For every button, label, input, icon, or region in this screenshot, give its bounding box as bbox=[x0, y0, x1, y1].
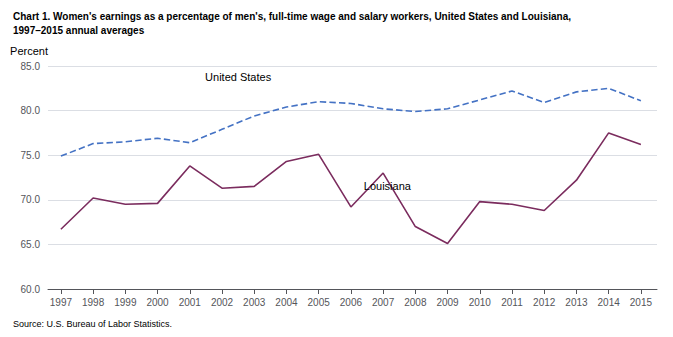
svg-text:Source: U.S. Bureau of Labor S: Source: U.S. Bureau of Labor Statistics. bbox=[13, 319, 172, 329]
svg-text:Percent: Percent bbox=[10, 45, 48, 57]
svg-text:2010: 2010 bbox=[469, 297, 492, 308]
svg-text:2000: 2000 bbox=[146, 297, 169, 308]
svg-text:2002: 2002 bbox=[211, 297, 234, 308]
svg-text:1997: 1997 bbox=[50, 297, 73, 308]
svg-text:2005: 2005 bbox=[308, 297, 331, 308]
svg-text:2013: 2013 bbox=[565, 297, 588, 308]
svg-text:2003: 2003 bbox=[243, 297, 266, 308]
svg-text:70.0: 70.0 bbox=[21, 194, 41, 205]
svg-text:2008: 2008 bbox=[404, 297, 427, 308]
svg-text:2001: 2001 bbox=[179, 297, 202, 308]
svg-text:80.0: 80.0 bbox=[21, 105, 41, 116]
svg-text:Louisiana: Louisiana bbox=[364, 180, 412, 192]
svg-text:2007: 2007 bbox=[372, 297, 395, 308]
svg-text:1998: 1998 bbox=[82, 297, 105, 308]
svg-text:1999: 1999 bbox=[114, 297, 137, 308]
svg-text:2009: 2009 bbox=[436, 297, 459, 308]
svg-text:2011: 2011 bbox=[501, 297, 523, 308]
svg-text:2012: 2012 bbox=[533, 297, 556, 308]
svg-text:2006: 2006 bbox=[340, 297, 363, 308]
svg-text:75.0: 75.0 bbox=[21, 150, 41, 161]
svg-text:60.0: 60.0 bbox=[21, 284, 41, 295]
svg-text:2004: 2004 bbox=[275, 297, 298, 308]
svg-text:Chart 1. Women's earnings as a: Chart 1. Women's earnings as a percentag… bbox=[13, 11, 571, 22]
svg-text:United States: United States bbox=[205, 71, 272, 83]
svg-text:2015: 2015 bbox=[630, 297, 653, 308]
svg-text:2014: 2014 bbox=[598, 297, 621, 308]
svg-text:1997–2015 annual averages: 1997–2015 annual averages bbox=[13, 25, 145, 36]
svg-text:85.0: 85.0 bbox=[21, 61, 41, 72]
svg-text:65.0: 65.0 bbox=[21, 239, 41, 250]
